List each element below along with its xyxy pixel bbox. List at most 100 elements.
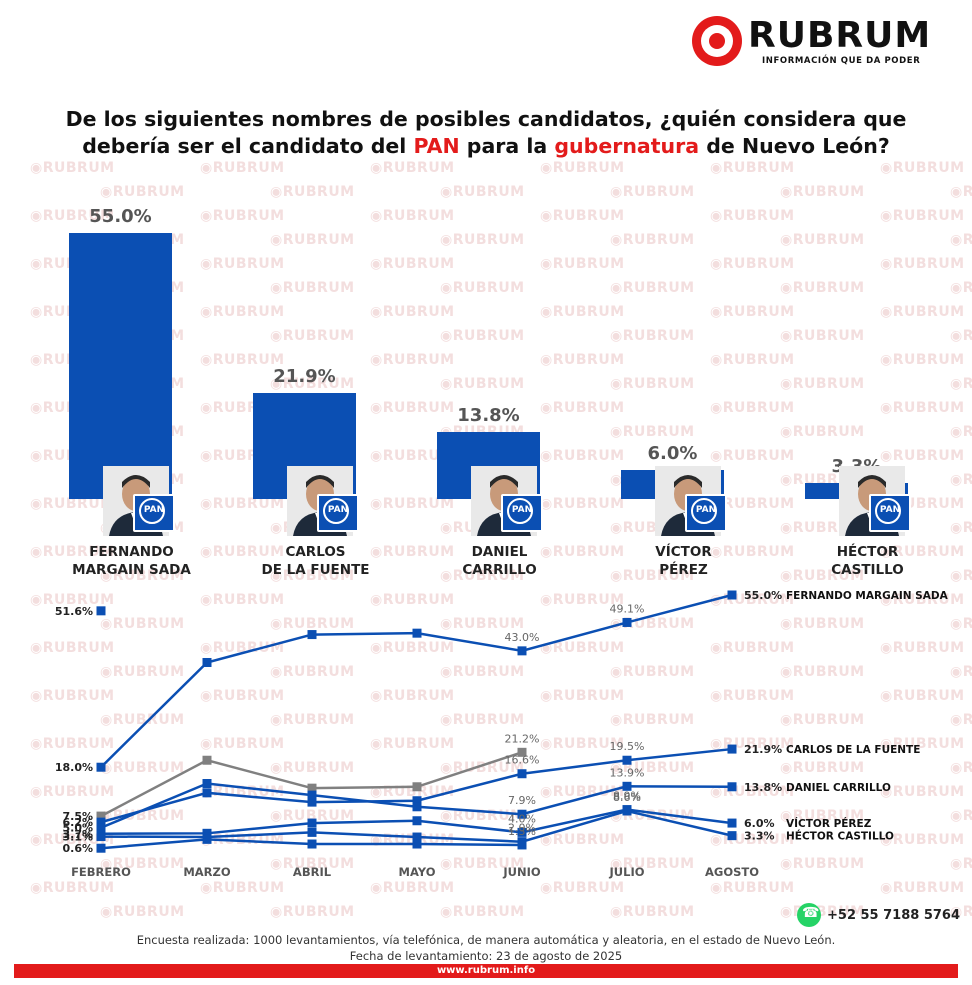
title-pan: PAN (413, 134, 460, 158)
data-label: 43.0% (505, 631, 540, 644)
candidate-name-line1: CARLOS (285, 544, 346, 560)
bar-value-label: 21.9% (273, 366, 336, 388)
data-point (307, 797, 317, 807)
data-point (96, 811, 106, 821)
watermark-text: ◉RUBRUM (950, 520, 972, 536)
watermark-text: ◉RUBRUM (780, 184, 865, 200)
watermark-text: ◉RUBRUM (200, 256, 285, 272)
watermark-text: ◉RUBRUM (950, 232, 972, 248)
watermark-text: ◉RUBRUM (880, 400, 965, 416)
data-point (307, 790, 317, 800)
watermark-text: ◉RUBRUM (270, 904, 355, 920)
title-part4: de Nuevo León? (699, 134, 890, 158)
watermark-text: ◉RUBRUM (30, 784, 115, 800)
data-label: 7.9% (508, 794, 536, 807)
watermark-text: ◉RUBRUM (30, 880, 115, 896)
watermark-text: ◉RUBRUM (610, 424, 695, 440)
candidate-name: CARLOS DE LA FUENTE (226, 543, 406, 579)
candidate-name-line1: HÉCTOR (836, 544, 899, 560)
watermark-text: ◉RUBRUM (610, 328, 695, 344)
data-point (96, 823, 106, 833)
watermark-text: ◉RUBRUM (710, 160, 795, 176)
data-label: 3.7% (62, 828, 93, 841)
watermark-text: ◉RUBRUM (200, 880, 285, 896)
watermark-text: ◉RUBRUM (950, 328, 972, 344)
watermark-text: ◉RUBRUM (610, 184, 695, 200)
data-point (727, 831, 737, 841)
methodology-note: Encuesta realizada: 1000 levantamientos,… (0, 932, 972, 964)
watermark-text: ◉RUBRUM (200, 688, 285, 704)
watermark-text: ◉RUBRUM (610, 904, 695, 920)
watermark-text: ◉RUBRUM (540, 784, 625, 800)
phone-number: +52 55 7188 5764 (827, 907, 961, 923)
series-name-label: FERNANDO MARGAIN SADA (786, 590, 949, 602)
watermark-text: ◉RUBRUM (270, 760, 355, 776)
watermark-text: ◉RUBRUM (610, 376, 695, 392)
data-point (412, 832, 422, 842)
data-label: 6.0% (744, 817, 775, 830)
watermark-text: ◉RUBRUM (270, 376, 355, 392)
watermark-text: ◉RUBRUM (710, 448, 795, 464)
data-point (727, 782, 737, 792)
footer-bar: www.rubrum.info (14, 964, 958, 978)
watermark-text: ◉RUBRUM (950, 184, 972, 200)
data-point (727, 818, 737, 828)
watermark-text: ◉RUBRUM (440, 184, 525, 200)
watermark-text: ◉RUBRUM (710, 304, 795, 320)
data-point (727, 744, 737, 754)
data-point (517, 769, 527, 779)
watermark-text: ◉RUBRUM (370, 880, 455, 896)
watermark-text: ◉RUBRUM (710, 496, 795, 512)
bar-value-label: 13.8% (457, 405, 520, 427)
pan-logo-icon: PAN (317, 494, 359, 532)
watermark-text: ◉RUBRUM (610, 232, 695, 248)
data-point (517, 827, 527, 837)
data-point (517, 747, 527, 757)
data-label: 2.0% (508, 822, 536, 835)
watermark-text: ◉RUBRUM (780, 664, 865, 680)
data-point (96, 817, 106, 827)
data-point (307, 630, 317, 640)
candidate-name-line2: PÉREZ (659, 562, 708, 578)
watermark-text: ◉RUBRUM (370, 400, 455, 416)
watermark-text: ◉RUBRUM (710, 352, 795, 368)
candidate-name: DANIEL CARRILLO (410, 543, 590, 579)
watermark-text: ◉RUBRUM (950, 712, 972, 728)
methodology-line2: Fecha de levantamiento: 23 de agosto de … (349, 949, 623, 963)
footer-url[interactable]: www.rubrum.info (436, 965, 536, 976)
whatsapp-icon (797, 903, 821, 927)
watermark-text: ◉RUBRUM (370, 448, 455, 464)
watermark-text: ◉RUBRUM (780, 856, 865, 872)
watermark-text: ◉RUBRUM (880, 784, 965, 800)
watermark-text: ◉RUBRUM (950, 616, 972, 632)
watermark-text: ◉RUBRUM (710, 544, 795, 560)
watermark-text: ◉RUBRUM (30, 688, 115, 704)
watermark-text: ◉RUBRUM (30, 736, 115, 752)
data-point (412, 839, 422, 849)
data-point (622, 617, 632, 627)
pan-logo-icon: PAN (133, 494, 175, 532)
watermark-text: ◉RUBRUM (200, 592, 285, 608)
data-point (412, 796, 422, 806)
watermark-text: ◉RUBRUM (370, 736, 455, 752)
watermark-text: ◉RUBRUM (200, 208, 285, 224)
watermark-text: ◉RUBRUM (370, 256, 455, 272)
data-point (622, 755, 632, 765)
watermark-text: ◉RUBRUM (200, 304, 285, 320)
candidate-name-line1: FERNANDO (89, 544, 174, 560)
watermark-text: ◉RUBRUM (100, 856, 185, 872)
data-point (96, 843, 106, 853)
watermark-text: ◉RUBRUM (780, 616, 865, 632)
watermark-text: ◉RUBRUM (780, 808, 865, 824)
data-point (412, 782, 422, 792)
watermark-text: ◉RUBRUM (270, 184, 355, 200)
data-point (96, 762, 106, 772)
x-tick-label: JULIO (609, 865, 645, 879)
data-point (96, 832, 106, 842)
watermark-text: ◉RUBRUM (370, 496, 455, 512)
watermark-text: ◉RUBRUM (100, 712, 185, 728)
data-label: 13.9% (610, 766, 645, 779)
watermark-text: ◉RUBRUM (30, 640, 115, 656)
watermark-text: ◉RUBRUM (880, 256, 965, 272)
candidate-name-line2: CASTILLO (831, 562, 904, 578)
